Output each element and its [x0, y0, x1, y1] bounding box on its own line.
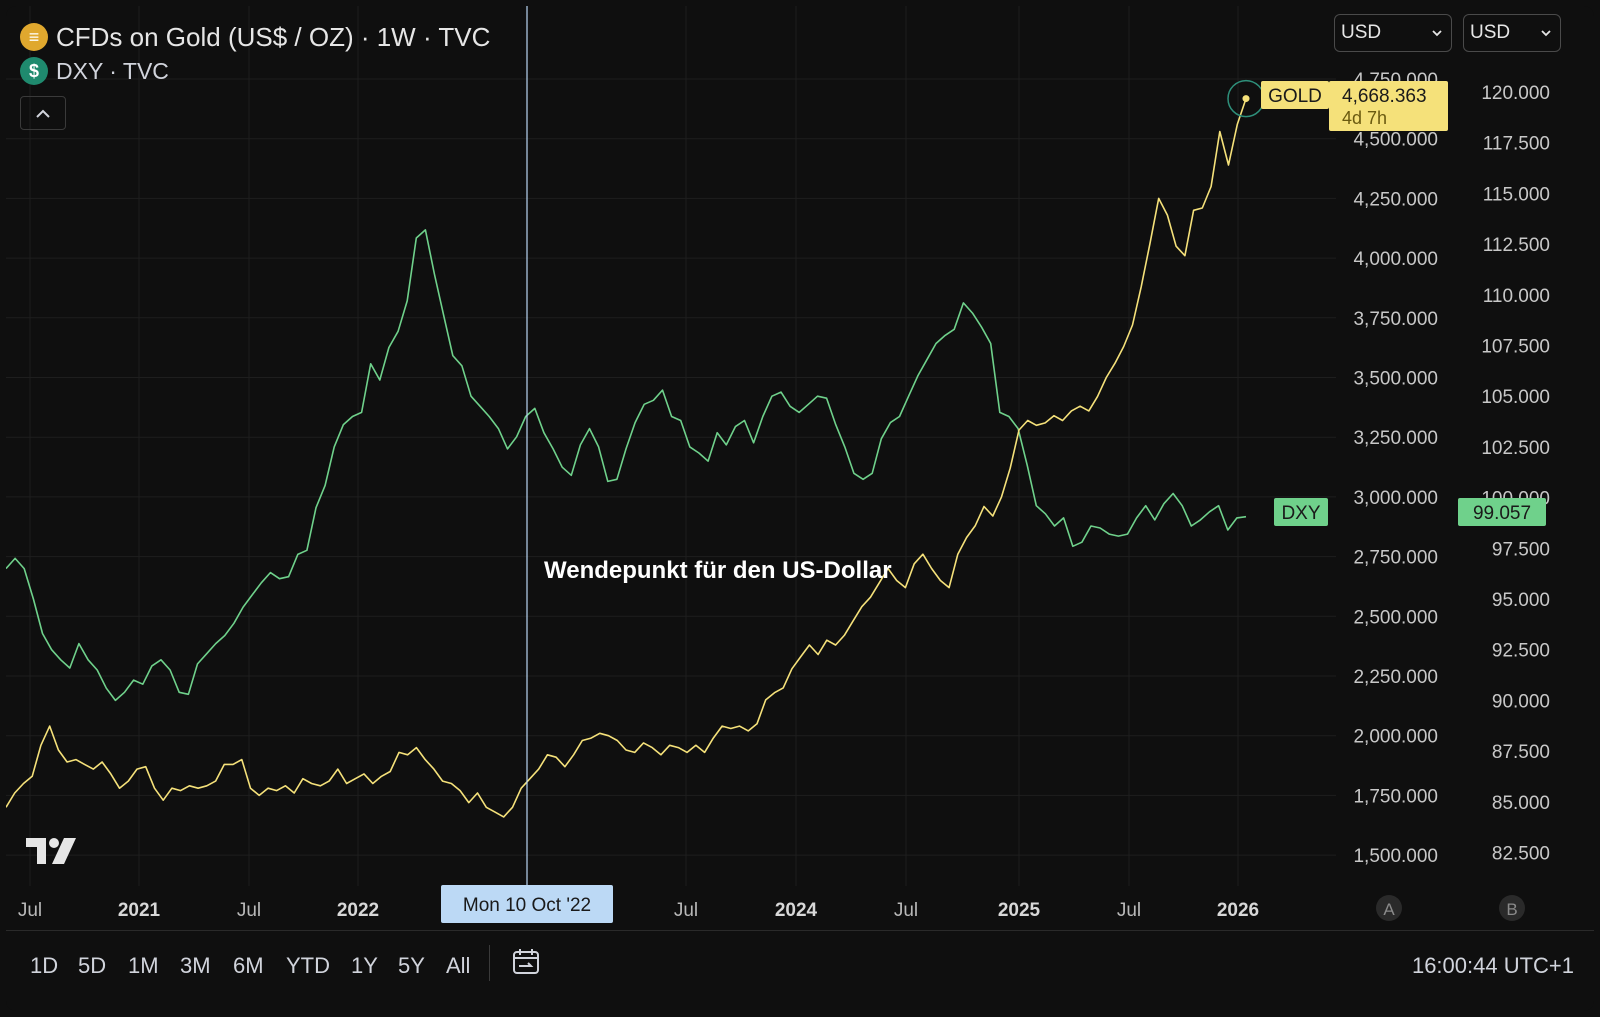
utc-clock[interactable]: 16:00:44 UTC+1	[1411, 953, 1574, 978]
right-axis-tick-label: 112.500	[1483, 235, 1550, 256]
scale-badge-b-label: B	[1506, 900, 1517, 919]
logo-part-t	[26, 838, 46, 864]
time-axis-label: 2025	[998, 900, 1041, 921]
timeframe-ytd[interactable]: YTD	[286, 953, 330, 978]
crosshair-date-box	[441, 885, 613, 923]
grid-lines	[6, 6, 1336, 886]
calendar-range-icon[interactable]	[511, 947, 541, 977]
dxy-name-tag	[1274, 498, 1328, 526]
left-axis-tick-label: 3,500.000	[1353, 369, 1438, 390]
left-axis-tick-label: 2,500.000	[1353, 607, 1438, 628]
right-axis-tick-label: 102.500	[1481, 438, 1550, 459]
right-axis-tick-label: 85.000	[1492, 793, 1550, 814]
right-axis-tick-label: 107.500	[1481, 337, 1550, 358]
chart-window: 4,750.000 4,500.000 4,250.000 4,000.000 3,75…	[6, 6, 1594, 1011]
legend-main-title: CFDs on Gold (US$ / OZ) · 1W · TVC	[56, 21, 491, 52]
annotation-text: Wendepunkt für den US-Dollar	[544, 557, 892, 584]
gold-name-label: GOLD	[1268, 86, 1322, 107]
bottom-toolbar: 1D 5D 1M 3M 6M YTD 1Y 5Y All 16:00:44 UT…	[6, 930, 1594, 1011]
dxy-price-box	[1458, 498, 1546, 526]
legend-gold[interactable]: ≡ CFDs on Gold (US$ / OZ) · 1W · TVC	[20, 20, 490, 54]
legend-dxy[interactable]: $ DXY · TVC	[20, 54, 490, 88]
chart-legend: ≡ CFDs on Gold (US$ / OZ) · 1W · TVC $ D…	[20, 20, 490, 88]
currency-right-value: USD	[1470, 22, 1511, 43]
left-axis-tick-label: 2,000.000	[1353, 727, 1438, 748]
currency-left-value: USD	[1341, 22, 1382, 43]
left-axis-tick-label: 2,750.000	[1353, 548, 1438, 569]
timeframe-all[interactable]: All	[446, 953, 471, 978]
dxy-name-label: DXY	[1281, 503, 1320, 524]
left-price-axis[interactable]: 4,750.0004,500.0004,250.0004,000.0003,75…	[1353, 70, 1438, 867]
left-axis-tick-label: 2,250.000	[1353, 667, 1438, 688]
left-axis-tick-label: 4,000.000	[1353, 249, 1438, 270]
legend-secondary-title: DXY · TVC	[56, 57, 169, 84]
time-axis-label: 2024	[775, 900, 818, 921]
right-axis-tick-label: 117.500	[1483, 134, 1550, 155]
time-axis-label: Jul	[18, 900, 42, 921]
time-axis-label: Jul	[894, 900, 918, 921]
logo-part-v	[52, 838, 76, 864]
time-axis-label: Jul	[237, 900, 261, 921]
left-axis-tick-label: 1,750.000	[1353, 786, 1438, 807]
chevron-down-icon	[1541, 30, 1551, 37]
right-axis-tick-label: 110.000	[1483, 286, 1550, 307]
time-axis-label: 2026	[1217, 900, 1259, 921]
crosshair-date-label: Mon 10 Oct '22	[463, 895, 591, 916]
gold-name-tag	[1261, 81, 1329, 109]
time-axis-label: 2021	[118, 900, 161, 921]
right-axis-tick-label: 95.000	[1492, 590, 1550, 611]
toolbar-divider	[489, 945, 490, 981]
timeframe-1y[interactable]: 1Y	[351, 953, 378, 978]
chevron-down-icon	[1432, 30, 1442, 37]
left-axis-tick-label: 3,250.000	[1353, 428, 1438, 449]
logo-part-dot	[49, 838, 59, 848]
gold-countdown-label: 4d 7h	[1342, 108, 1387, 128]
series-line-dxy	[6, 229, 1247, 702]
right-axis-tick-label: 97.500	[1492, 539, 1550, 560]
right-axis-tick-label: 87.500	[1492, 742, 1550, 763]
series-line-gold	[6, 98, 1247, 818]
left-axis-tick-label: 1,500.000	[1353, 846, 1438, 867]
scale-badge-a-circle[interactable]	[1376, 895, 1402, 921]
time-axis-label: Jul	[674, 900, 698, 921]
time-axis[interactable]: Jul 2021 Jul 2022 Jul 2024 Jul 2025 Jul 2026	[18, 900, 1259, 921]
timeframe-1m[interactable]: 1M	[128, 953, 159, 978]
right-axis-tick-label: 82.500	[1492, 844, 1550, 865]
gold-price-label: 4,668.363	[1342, 86, 1427, 107]
currency-select-right[interactable]: USD	[1463, 14, 1561, 52]
right-axis-tick-label: 92.500	[1492, 641, 1550, 662]
left-axis-tick-label: 4,250.000	[1353, 189, 1438, 210]
time-axis-label: Jul	[1117, 900, 1141, 921]
time-axis-label: 2022	[337, 900, 379, 921]
chart-overlay: Mon 10 Oct '22 Wendepunkt für den US-Doll…	[26, 6, 1546, 923]
right-price-axis[interactable]: 120.000 117.500 115.000 112.500 110.000 107.5…	[1481, 83, 1550, 865]
timeframe-1d[interactable]: 1D	[30, 953, 59, 978]
price-chart[interactable]: 4,750.0004,500.0004,250.0004,000.0003,75…	[6, 6, 1594, 930]
currency-select-left[interactable]: USD	[1334, 14, 1452, 52]
scale-badge-b-circle[interactable]	[1499, 895, 1525, 921]
timeframe-5d[interactable]: 5D	[78, 953, 107, 978]
timeframe-3m[interactable]: 3M	[180, 953, 211, 978]
dxy-price-label: 99.057	[1473, 503, 1531, 524]
gold-bars-icon: ≡	[20, 23, 48, 51]
scale-badge-a-label: A	[1383, 900, 1395, 919]
chevron-up-icon	[36, 109, 50, 118]
right-axis-tick-label: 90.000	[1492, 691, 1550, 712]
left-axis-tick-label: 4,500.000	[1353, 130, 1438, 151]
right-axis-tick-label: 115.000	[1483, 184, 1550, 205]
timeframe-5y[interactable]: 5Y	[398, 953, 425, 978]
left-axis-tick-label: 3,000.000	[1353, 488, 1438, 509]
gold-price-box	[1329, 81, 1448, 131]
last-price-dot	[1242, 95, 1250, 103]
left-axis-tick-label: 3,750.000	[1353, 309, 1438, 330]
dollar-icon: $	[20, 57, 48, 85]
series-layer	[6, 98, 1247, 818]
tradingview-logo-icon	[26, 838, 76, 864]
right-axis-tick-label: 105.000	[1481, 387, 1550, 408]
timeframe-6m[interactable]: 6M	[233, 953, 264, 978]
collapse-legend-button[interactable]	[20, 96, 66, 130]
right-axis-tick-label: 120.000	[1481, 83, 1550, 104]
